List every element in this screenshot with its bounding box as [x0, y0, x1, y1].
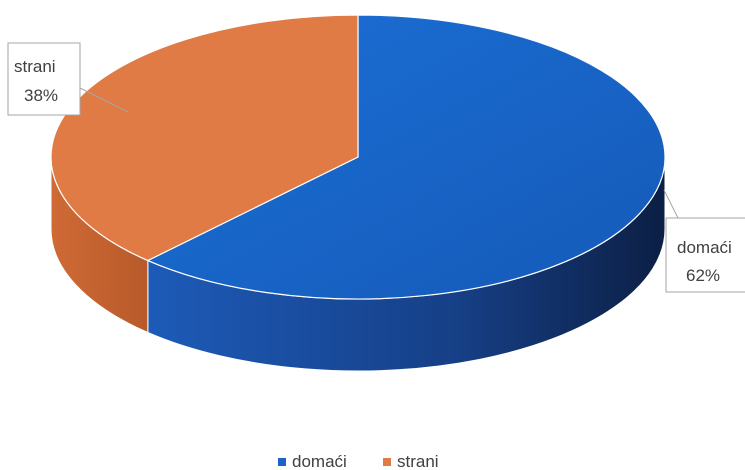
legend-label-domaci: domaći: [292, 452, 347, 470]
leader-line-domaci: [663, 189, 679, 219]
legend-label-strani: strani: [397, 452, 439, 470]
pie-tops: [50, 14, 666, 300]
leader-line-strani: [79, 87, 129, 113]
data-label-strani-value: 38%: [24, 86, 58, 105]
data-label-domaci-category: domaći: [677, 238, 732, 257]
data-label-strani: strani 38%: [7, 42, 129, 116]
pie-slice-domaci: [146, 14, 666, 300]
data-label-strani-category: strani: [14, 57, 56, 76]
data-label-box-strani: [7, 42, 81, 116]
legend-marker-strani: [383, 458, 391, 466]
legend: domaći strani: [278, 452, 439, 470]
data-label-domaci-value: 62%: [686, 266, 720, 285]
data-label-domaci: domaći 62%: [663, 189, 745, 293]
data-label-box-domaci: [665, 217, 745, 293]
legend-marker-domaci: [278, 458, 286, 466]
